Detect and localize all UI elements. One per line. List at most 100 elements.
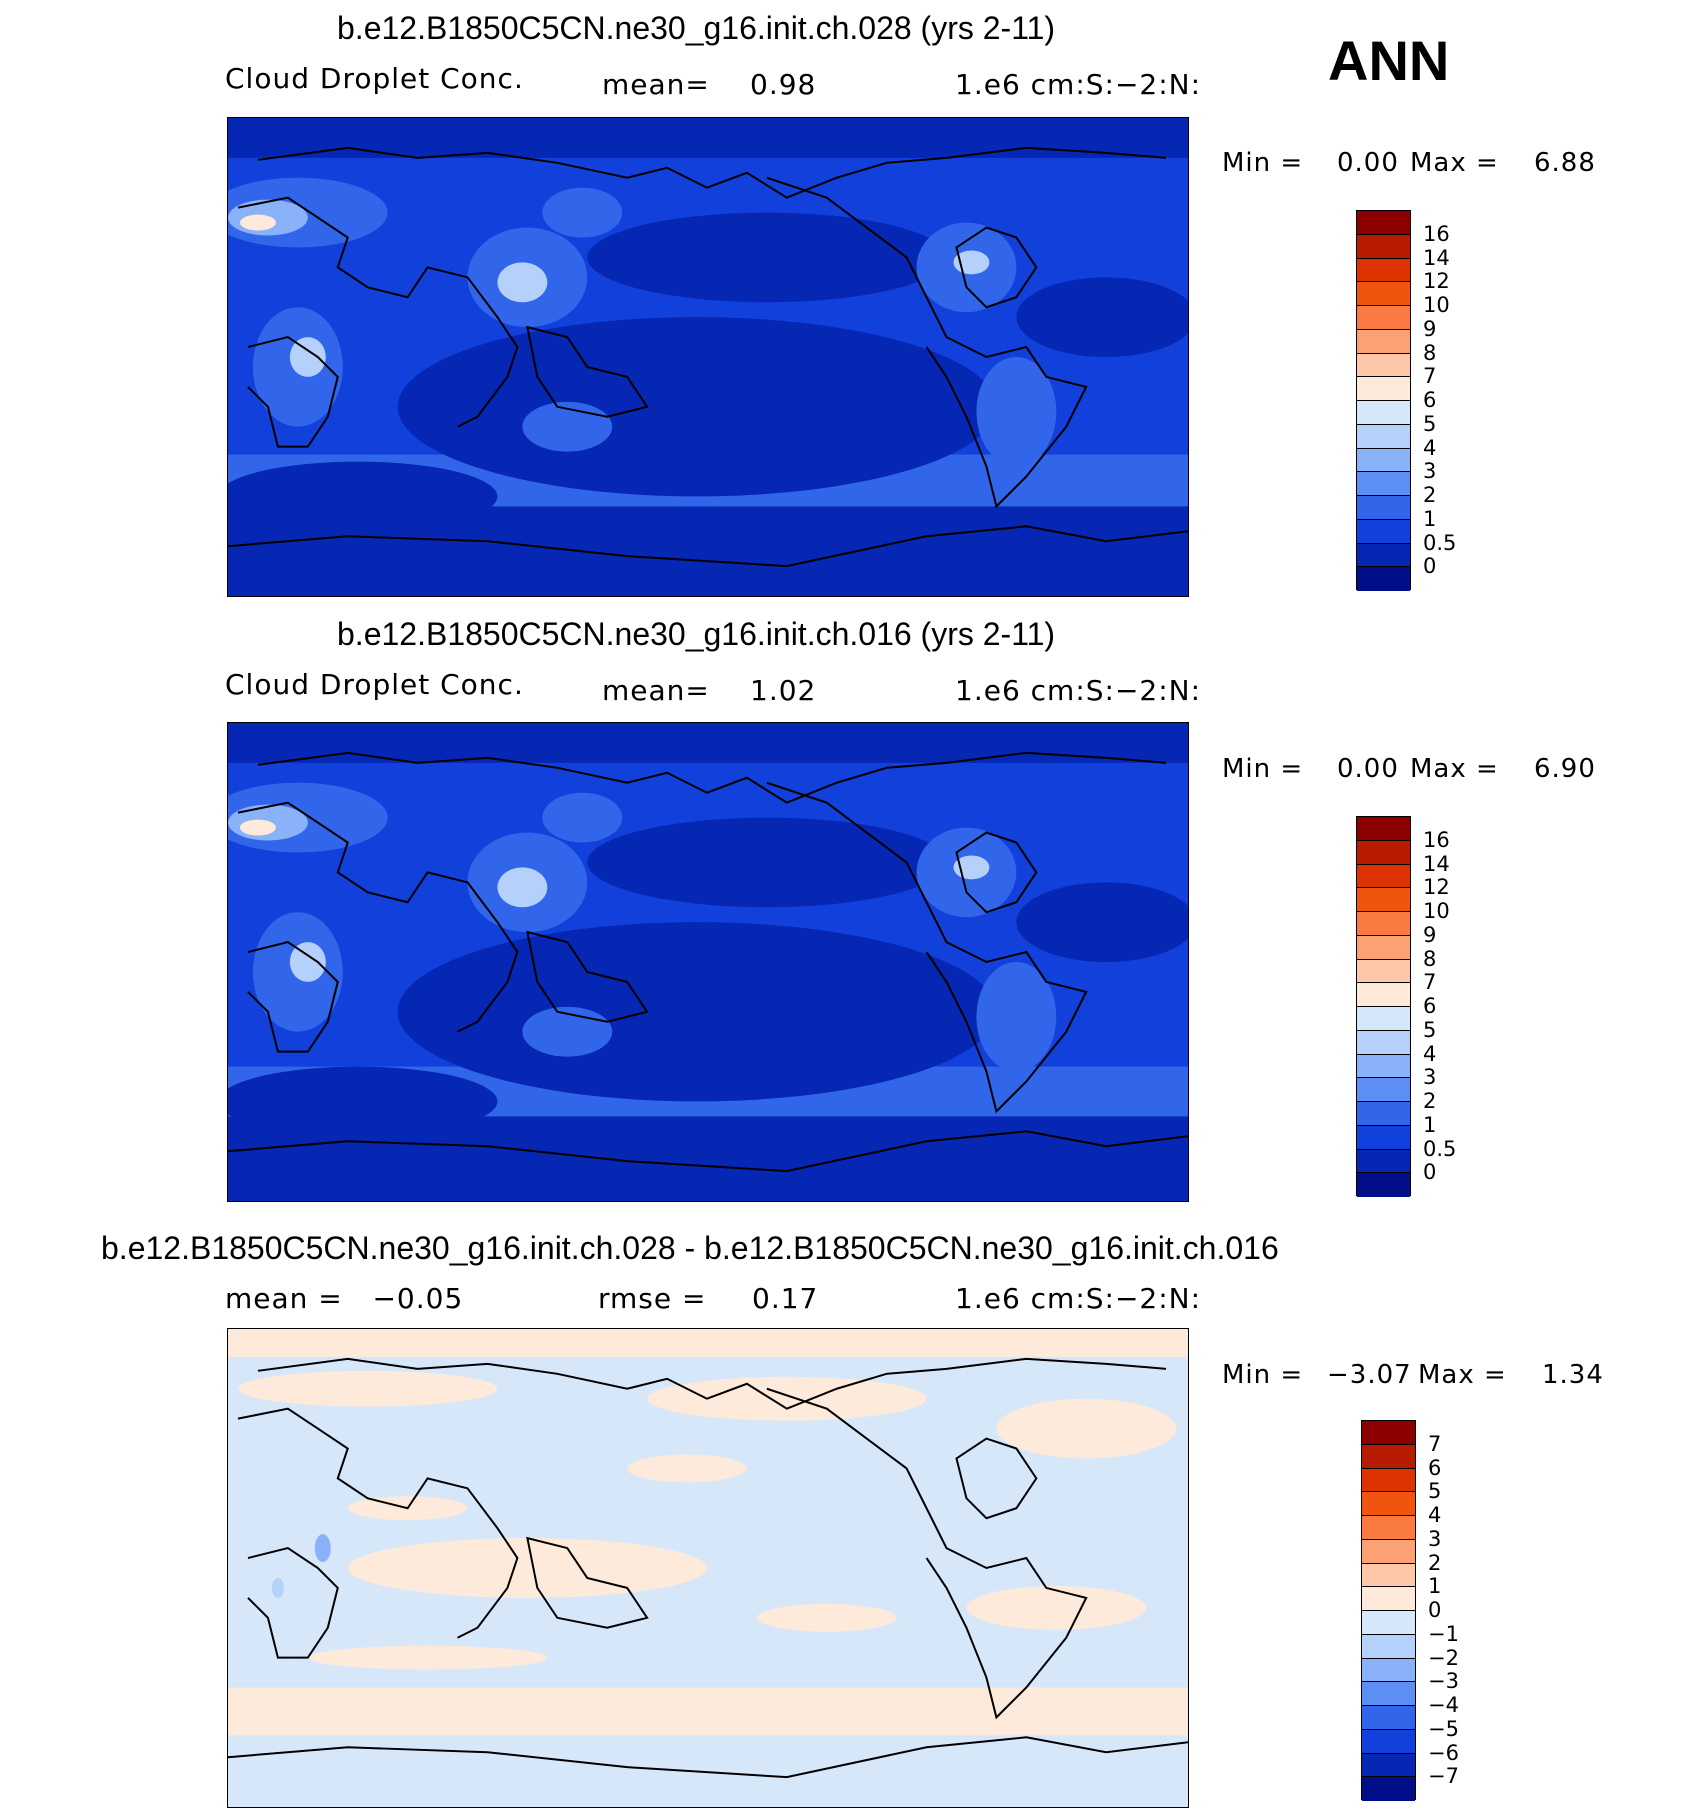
colorbar-tick-label: 7 [1428,1431,1442,1456]
colorbar-swatch [1362,1421,1415,1445]
colorbar-swatch [1357,472,1410,496]
panel-1-min-label: Min = [1222,148,1304,178]
colorbar-swatch [1357,888,1410,912]
colorbar-swatch [1362,1563,1415,1588]
panel-3-units: 1.e6 cm:S:−2:N: [955,1282,1202,1315]
panel-3-rmse-value: 0.17 [752,1282,819,1315]
colorbar-tick-label: 2 [1423,1089,1437,1113]
colorbar-swatch [1357,935,1410,960]
colorbar-tick-label: 4 [1423,435,1437,460]
colorbar-swatch [1357,282,1410,306]
colorbar-tick-label: −1 [1428,1621,1459,1646]
colorbar-swatch [1357,1030,1410,1055]
colorbar-swatch [1362,1729,1415,1754]
colorbar-tick-label: 9 [1423,316,1437,341]
colorbar-swatch [1357,543,1410,568]
colorbar-tick-label: 0 [1423,554,1437,579]
colorbar-swatch [1357,401,1410,425]
colorbar-swatch [1357,448,1410,473]
colorbar-swatch [1362,1753,1415,1778]
colorbar-tick-label: 16 [1423,221,1450,246]
colorbar-tick-label: 3 [1423,459,1437,484]
panel-2-max-label: Max = [1410,754,1499,784]
panel-3-min-value: −3.07 [1327,1360,1412,1390]
colorbar-swatch [1357,864,1410,889]
colorbar-swatch [1357,353,1410,378]
panel-1-title: b.e12.B1850C5CN.ne30_g16.init.ch.028 (yr… [337,10,1056,46]
panel-2-units: 1.e6 cm:S:−2:N: [955,674,1202,707]
colorbar-swatch [1357,912,1410,936]
colorbar-swatch [1357,1102,1410,1126]
colorbar-tick-label: 14 [1423,851,1450,876]
colorbar-tick-label: 3 [1428,1526,1442,1551]
colorbar-tick-label: 0 [1423,1160,1437,1185]
colorbar-swatch [1357,983,1410,1007]
colorbar-swatch [1357,234,1410,259]
panel-2-mean-label: mean= [602,674,710,707]
colorbar-tick-label: 2 [1428,1550,1442,1575]
panel-2-max-value: 6.90 [1534,754,1596,784]
colorbar-swatch [1362,1516,1415,1540]
colorbar-swatch [1362,1611,1415,1635]
panel-2-variable: Cloud Droplet Conc. [225,668,524,701]
panel-1-mean-value: 0.98 [750,68,817,101]
colorbar-tick-label: 7 [1423,970,1437,995]
colorbar-swatch [1357,1149,1410,1174]
colorbar-tick-label: 5 [1423,411,1437,436]
colorbar-tick-label: 12 [1423,269,1450,294]
colorbar-tick-label: 2 [1423,483,1437,507]
panel-3-max-value: 1.34 [1542,1360,1604,1390]
map-panel-1 [227,117,1189,597]
colorbar-swatch [1357,424,1410,449]
colorbar-swatch [1357,840,1410,865]
colorbar-swatch [1362,1634,1415,1659]
colorbar-tick-label: 4 [1423,1041,1437,1066]
colorbar-tick-label: 7 [1423,364,1437,389]
panel-1-mean-label: mean= [602,68,710,101]
colorbar-swatch [1357,306,1410,330]
colorbar-swatch [1357,959,1410,984]
colorbar-swatch [1357,1078,1410,1102]
colorbar-tick-label: 5 [1428,1479,1442,1504]
colorbar-swatch [1362,1706,1415,1730]
panel-1-units: 1.e6 cm:S:−2:N: [955,68,1202,101]
panel-2-mean-value: 1.02 [750,674,817,707]
colorbar-tick-label: 0.5 [1423,1136,1457,1161]
colorbar-swatch [1357,519,1410,544]
colorbar-swatch [1357,1054,1410,1079]
colorbar-swatch [1362,1777,1415,1801]
colorbar-tick-label: 0.5 [1423,530,1457,555]
colorbar-swatch [1362,1492,1415,1516]
colorbar-swatch [1357,817,1410,841]
colorbar-swatch [1362,1682,1415,1706]
colorbar-tick-label: 6 [1423,994,1437,1018]
colorbar-tick-label: −6 [1428,1740,1459,1765]
colorbar-tick-label: 14 [1423,245,1450,270]
panel-2-title: b.e12.B1850C5CN.ne30_g16.init.ch.016 (yr… [337,616,1056,652]
colorbar-tick-label: 3 [1423,1065,1437,1090]
colorbar-swatch [1362,1468,1415,1493]
colorbar-tick-label: 4 [1428,1503,1442,1527]
panel-1-variable: Cloud Droplet Conc. [225,62,524,95]
panel-3-rmse-label: rmse = [598,1282,707,1315]
colorbar-tick-label: 6 [1423,388,1437,412]
colorbar-tick-label: 9 [1423,922,1437,947]
colorbar-tick-label: 1 [1423,1112,1437,1137]
colorbar-tick-label: 10 [1423,293,1450,317]
panel-3-max-label: Max = [1418,1360,1507,1390]
colorbar-tick-label: 12 [1423,875,1450,900]
colorbar-tick-label: −5 [1428,1716,1459,1741]
panel-3-title: b.e12.B1850C5CN.ne30_g16.init.ch.028 - b… [101,1230,1279,1266]
map-panel-2 [227,722,1189,1202]
panel-3-min-label: Min = [1222,1360,1304,1390]
panel-2-min-label: Min = [1222,754,1304,784]
colorbar-tick-label: 10 [1423,899,1450,923]
colorbar-tick-label: 8 [1423,946,1437,971]
colorbar-swatch [1357,258,1410,283]
panel-1-max-label: Max = [1410,148,1499,178]
colorbar-tick-label: −4 [1428,1693,1459,1717]
colorbar-tick-label: 6 [1428,1455,1442,1480]
colorbar-swatch [1357,1007,1410,1031]
colorbar-swatch [1362,1587,1415,1611]
map-panel-3 [227,1328,1189,1808]
